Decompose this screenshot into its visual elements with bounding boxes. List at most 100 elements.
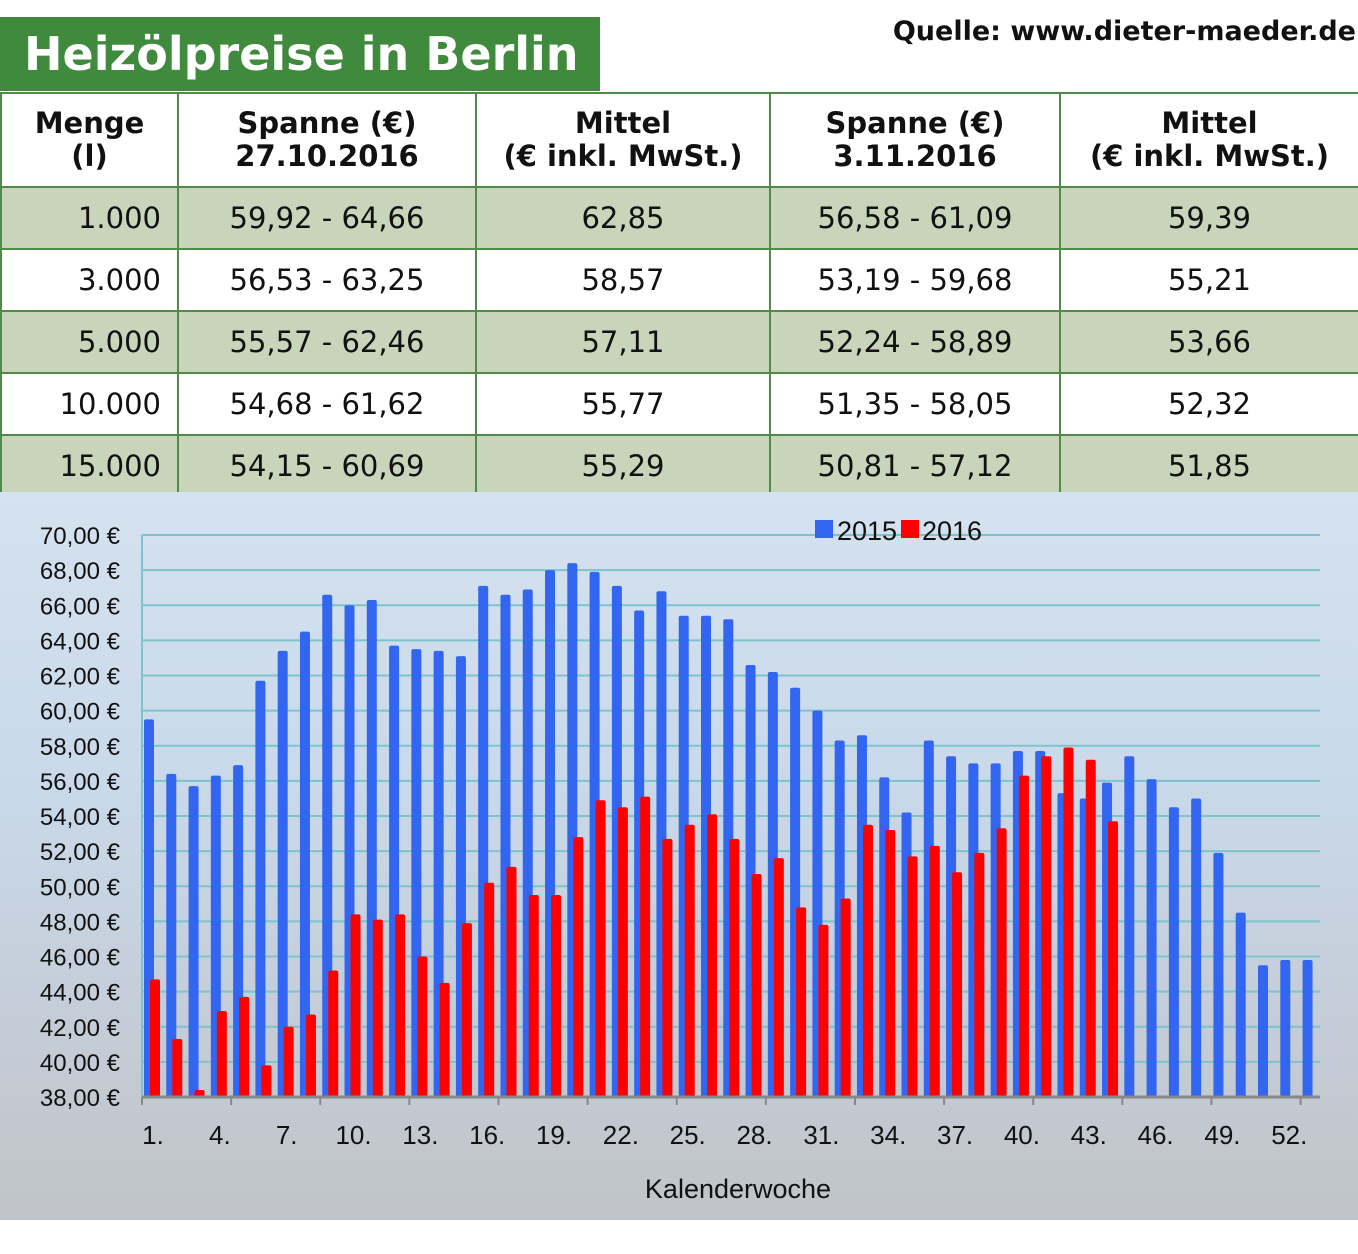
x-tick-label: 34. xyxy=(870,1120,906,1150)
bar-2016-week-24 xyxy=(662,838,673,1097)
bar-2016-week-15 xyxy=(461,923,472,1097)
bar-2016-week-9 xyxy=(328,970,339,1097)
cell-spanne-2: 52,24 - 58,89 xyxy=(769,310,1061,374)
cell-spanne-1: 54,15 - 60,69 xyxy=(177,434,477,498)
x-tick-label: 43. xyxy=(1071,1120,1107,1150)
cell-spanne-1: 59,92 - 64,66 xyxy=(177,186,477,250)
y-tick-label: 58,00 € xyxy=(40,734,121,761)
legend-label-2015: 2015 xyxy=(837,516,897,546)
bar-2016-week-19 xyxy=(551,895,562,1097)
bar-2016-week-13 xyxy=(417,956,428,1097)
x-tick-label: 19. xyxy=(536,1120,572,1150)
y-tick-label: 54,00 € xyxy=(40,804,121,831)
y-tick-label: 66,00 € xyxy=(40,593,121,620)
legend-label-2016: 2016 xyxy=(922,516,982,546)
bar-2015-week-53 xyxy=(1302,960,1313,1097)
bar-2015-week-48 xyxy=(1191,798,1202,1097)
legend-swatch-2015 xyxy=(815,520,833,538)
bar-2016-week-42 xyxy=(1063,747,1074,1097)
cell-menge: 3.000 xyxy=(0,248,179,312)
y-tick-label: 48,00 € xyxy=(40,909,121,936)
table-row: 1.000 59,92 - 64,66 62,85 56,58 - 61,09 59,3… xyxy=(0,186,1358,250)
table-header-row: Menge (l) Spanne (€) 27.10.2016 Mittel (€ i… xyxy=(0,92,1358,188)
cell-mittel-1: 55,77 xyxy=(475,372,771,436)
cell-menge: 5.000 xyxy=(0,310,179,374)
y-tick-label: 70,00 € xyxy=(40,523,121,550)
cell-menge: 10.000 xyxy=(0,372,179,436)
y-tick-label: 64,00 € xyxy=(40,628,121,655)
x-tick-label: 28. xyxy=(736,1120,772,1150)
header-spanne-1: Spanne (€) 27.10.2016 xyxy=(177,92,477,188)
y-tick-label: 38,00 € xyxy=(40,1085,121,1112)
cell-mittel-1: 62,85 xyxy=(475,186,771,250)
x-tick-label: 52. xyxy=(1271,1120,1307,1150)
header-mittel-2: Mittel (€ inkl. MwSt.) xyxy=(1059,92,1358,188)
bar-2016-week-28 xyxy=(751,873,762,1097)
bar-2015-week-52 xyxy=(1280,960,1291,1097)
bar-2016-week-34 xyxy=(885,830,896,1097)
y-tick-label: 50,00 € xyxy=(40,874,121,901)
header-menge: Menge (l) xyxy=(0,92,179,188)
bar-2016-week-17 xyxy=(506,866,517,1097)
cell-mittel-2: 53,66 xyxy=(1059,310,1358,374)
bar-2016-week-16 xyxy=(484,882,495,1097)
bar-2016-week-26 xyxy=(707,814,717,1097)
y-tick-label: 68,00 € xyxy=(40,558,121,585)
table-row: 5.000 55,57 - 62,46 57,11 52,24 - 58,89 53,6… xyxy=(0,310,1358,374)
cell-mittel-1: 55,29 xyxy=(475,434,771,498)
bar-2016-week-43 xyxy=(1085,759,1096,1097)
x-tick-label: 7. xyxy=(276,1120,298,1150)
x-tick-label: 25. xyxy=(670,1120,706,1150)
x-tick-label: 37. xyxy=(937,1120,973,1150)
bar-2016-week-41 xyxy=(1041,756,1052,1097)
cell-menge: 1.000 xyxy=(0,186,179,250)
bar-2015-week-3 xyxy=(188,786,199,1097)
y-tick-label: 44,00 € xyxy=(40,980,121,1007)
bar-2016-week-29 xyxy=(773,858,784,1097)
y-tick-label: 46,00 € xyxy=(40,945,121,972)
cell-spanne-2: 53,19 - 59,68 xyxy=(769,248,1061,312)
cell-spanne-2: 51,35 - 58,05 xyxy=(769,372,1061,436)
x-tick-label: 10. xyxy=(335,1120,371,1150)
bar-2015-week-45 xyxy=(1124,756,1135,1097)
bar-2016-week-6 xyxy=(261,1065,272,1097)
x-tick-label: 13. xyxy=(402,1120,438,1150)
x-tick-label: 46. xyxy=(1138,1120,1174,1150)
cell-spanne-2: 50,81 - 57,12 xyxy=(769,434,1061,498)
x-tick-label: 4. xyxy=(209,1120,231,1150)
x-axis-label: Kalenderwoche xyxy=(645,1174,831,1204)
x-tick-label: 1. xyxy=(142,1120,164,1150)
cell-spanne-1: 55,57 - 62,46 xyxy=(177,310,477,374)
legend: 2015 2016 xyxy=(815,516,982,546)
price-chart: 38,00 € 40,00 € 42,00 € 44,00 € 46,00 € 48,00… xyxy=(0,492,1358,1220)
bar-2016-week-36 xyxy=(929,845,940,1097)
bar-2016-week-22 xyxy=(617,807,628,1097)
bar-2016-week-12 xyxy=(395,914,406,1097)
bar-2016-week-35 xyxy=(907,856,918,1097)
source-credit: Quelle: www.dieter-maeder.de xyxy=(892,16,1356,47)
table-row: 15.000 54,15 - 60,69 55,29 50,81 - 57,12 51,… xyxy=(0,434,1358,498)
table-row: 3.000 56,53 - 63,25 58,57 53,19 - 59,68 55,2… xyxy=(0,248,1358,312)
bar-2016-week-5 xyxy=(239,996,250,1097)
bar-2016-week-23 xyxy=(640,796,651,1097)
bar-2016-week-1 xyxy=(150,979,160,1097)
x-tick-label: 22. xyxy=(603,1120,639,1150)
bar-2016-week-11 xyxy=(372,919,383,1097)
bar-2015-week-6 xyxy=(255,680,266,1097)
bar-2015-week-50 xyxy=(1235,912,1246,1097)
bar-chart-svg: 38,00 € 40,00 € 42,00 € 44,00 € 46,00 € 48,00… xyxy=(40,516,1320,1204)
bar-2016-week-38 xyxy=(974,852,985,1097)
bar-2015-week-2 xyxy=(166,773,177,1097)
y-tick-label: 60,00 € xyxy=(40,699,121,726)
bar-2016-week-10 xyxy=(350,914,361,1097)
bar-2015-week-49 xyxy=(1213,852,1224,1097)
bar-2016-week-14 xyxy=(439,982,450,1097)
cell-mittel-1: 58,57 xyxy=(475,248,771,312)
y-tick-label: 62,00 € xyxy=(40,664,121,691)
header-spanne-2: Spanne (€) 3.11.2016 xyxy=(769,92,1061,188)
cell-mittel-2: 55,21 xyxy=(1059,248,1358,312)
y-tick-label: 56,00 € xyxy=(40,769,121,796)
bar-2016-week-27 xyxy=(729,838,740,1097)
x-tick-label: 40. xyxy=(1004,1120,1040,1150)
